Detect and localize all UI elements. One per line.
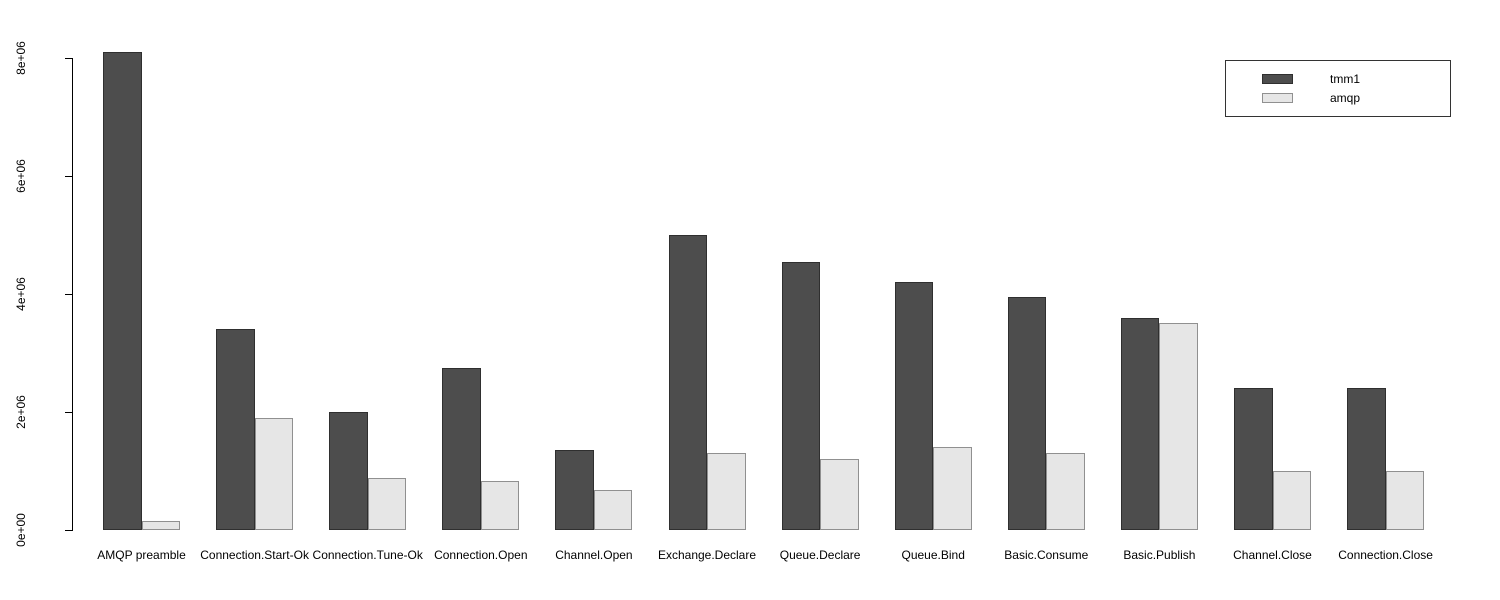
- legend-swatch-tmm1: [1262, 74, 1293, 84]
- x-axis-label: Exchange.Declare: [657, 548, 757, 562]
- bar-amqp: [1046, 453, 1085, 530]
- y-axis-tick: [65, 58, 72, 59]
- bar-tmm1: [442, 368, 481, 530]
- y-axis-tick-label: 2e+06: [14, 395, 28, 429]
- bar-tmm1: [1120, 318, 1160, 530]
- y-axis-tick-label: 8e+06: [14, 41, 28, 75]
- y-axis-line: [72, 58, 73, 531]
- x-axis-label: Connection.Open: [434, 548, 528, 562]
- x-axis-label: Channel.Close: [1233, 548, 1312, 562]
- bar-tmm1: [1234, 388, 1273, 530]
- x-axis-label: AMQP preamble: [97, 548, 186, 562]
- bar-tmm1: [668, 235, 707, 530]
- y-axis-tick-label: 6e+06: [14, 159, 28, 193]
- bar-amqp: [1272, 471, 1311, 530]
- legend-item-amqp: amqp: [1226, 92, 1450, 104]
- x-axis-label: Connection.Start-Ok: [200, 548, 309, 562]
- bar-amqp: [141, 521, 180, 530]
- y-axis-tick: [65, 294, 72, 295]
- bar-tmm1: [103, 52, 142, 530]
- bar-tmm1: [1347, 388, 1386, 530]
- x-axis-label: Basic.Consume: [1004, 548, 1089, 562]
- x-axis-label: Connection.Close: [1338, 548, 1433, 562]
- legend-label-tmm1: tmm1: [1330, 72, 1360, 86]
- bar-amqp: [480, 481, 520, 530]
- bar-tmm1: [1007, 297, 1047, 530]
- bar-amqp: [367, 478, 407, 530]
- x-axis-label: Basic.Publish: [1123, 548, 1196, 562]
- bar-tmm1: [894, 282, 934, 530]
- bar-tmm1: [781, 262, 821, 530]
- y-axis-tick: [65, 412, 72, 413]
- bar-tmm1: [329, 412, 368, 530]
- legend-swatch-amqp: [1262, 93, 1293, 103]
- legend: tmm1 amqp: [1225, 60, 1451, 117]
- y-axis-tick: [65, 530, 72, 531]
- legend-label-amqp: amqp: [1330, 91, 1361, 105]
- bar-amqp: [593, 490, 633, 530]
- bar-amqp: [1385, 471, 1425, 530]
- legend-item-tmm1: tmm1: [1226, 73, 1450, 85]
- x-axis-label: Queue.Bind: [901, 548, 965, 562]
- bar-amqp: [707, 453, 746, 530]
- y-axis-tick-label: 4e+06: [14, 277, 28, 311]
- bar-tmm1: [555, 450, 594, 530]
- bar-amqp: [254, 418, 294, 530]
- bar-amqp: [820, 459, 859, 530]
- bar-amqp: [1159, 323, 1198, 530]
- y-axis-tick-label: 0e+00: [14, 513, 28, 547]
- bar-amqp: [933, 447, 972, 530]
- bar-tmm1: [216, 329, 255, 530]
- x-axis-label: Queue.Declare: [779, 548, 861, 562]
- x-axis-label: Connection.Tune-Ok: [312, 548, 423, 562]
- y-axis-tick: [65, 176, 72, 177]
- x-axis-label: Channel.Open: [555, 548, 633, 562]
